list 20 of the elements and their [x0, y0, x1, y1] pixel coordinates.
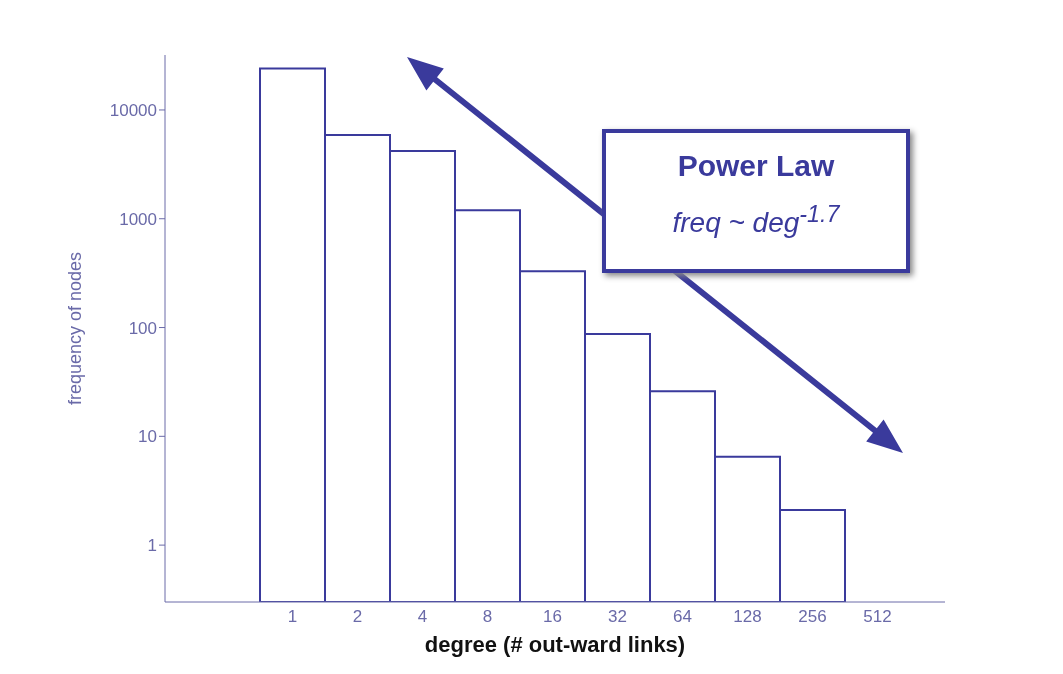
- x-tick-label: 256: [798, 607, 827, 627]
- annotation: Power Law: [676, 149, 836, 183]
- x-tick-label: 2: [352, 607, 363, 627]
- y-tick-label: 10000: [109, 100, 157, 120]
- y-tick-label: 1000: [119, 209, 157, 229]
- x-tick-label: 1: [287, 607, 298, 627]
- x-tick-label: 128: [733, 607, 762, 627]
- callout-box: Power Law freq ~ deg$^{-1.7}$: [602, 129, 910, 273]
- x-tick-label: 64: [673, 607, 692, 627]
- y-tick-label: 100: [128, 318, 157, 338]
- x-tick-label: 4: [417, 607, 428, 627]
- annotation: freq ~ deg$^{-1.7}$: [671, 201, 841, 240]
- x-tick-label: 8: [482, 607, 493, 627]
- y-axis-title: frequency of nodes: [65, 251, 86, 406]
- x-tick-label: 512: [863, 607, 892, 627]
- x-axis-title: degree (# out-ward links): [424, 632, 686, 657]
- x-tick-label: 32: [608, 607, 627, 627]
- x-tick-label: 16: [543, 607, 562, 627]
- y-tick-label: 1: [147, 536, 157, 556]
- y-tick-label: 10: [138, 427, 157, 447]
